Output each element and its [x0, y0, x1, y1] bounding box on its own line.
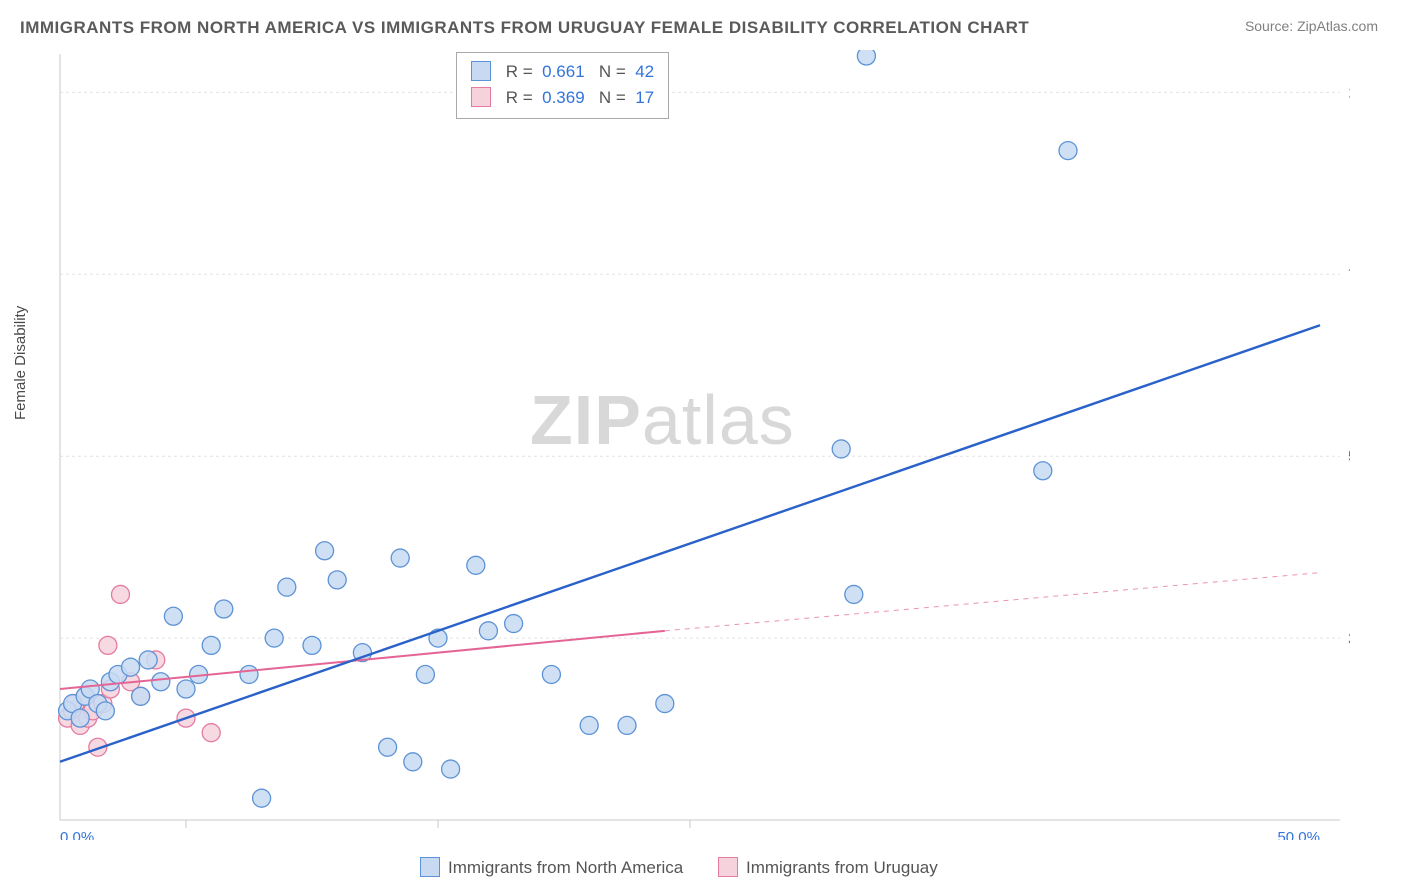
- r-value-na: 0.661: [542, 62, 585, 81]
- n-value-na: 42: [635, 62, 654, 81]
- chart-title: IMMIGRANTS FROM NORTH AMERICA VS IMMIGRA…: [20, 18, 1029, 38]
- source-value: ZipAtlas.com: [1297, 18, 1378, 34]
- source-attribution: Source: ZipAtlas.com: [1245, 18, 1378, 34]
- svg-text:100.0%: 100.0%: [1348, 84, 1350, 101]
- stats-row-na: R = 0.661 N = 42: [471, 59, 654, 85]
- legend-swatch-uy: [718, 857, 738, 877]
- y-axis-label: Female Disability: [12, 306, 29, 420]
- legend-label-uy: Immigrants from Uruguay: [746, 858, 938, 877]
- legend-item-na: Immigrants from North America: [420, 858, 688, 877]
- r-value-uy: 0.369: [542, 88, 585, 107]
- legend-label-na: Immigrants from North America: [448, 858, 683, 877]
- n-value-uy: 17: [635, 88, 654, 107]
- svg-text:0.0%: 0.0%: [60, 829, 94, 840]
- chart-svg: 25.0% 50.0% 75.0% 100.0% 0.0% 50.0%: [50, 50, 1350, 840]
- svg-text:75.0%: 75.0%: [1348, 266, 1350, 283]
- chart-area: 25.0% 50.0% 75.0% 100.0% 0.0% 50.0%: [50, 50, 1350, 840]
- swatch-uy: [471, 87, 491, 107]
- legend-item-uy: Immigrants from Uruguay: [718, 858, 938, 877]
- legend-swatch-na: [420, 857, 440, 877]
- svg-text:50.0%: 50.0%: [1348, 448, 1350, 465]
- correlation-stats-box: R = 0.661 N = 42 R = 0.369 N = 17: [456, 52, 669, 119]
- svg-text:25.0%: 25.0%: [1348, 630, 1350, 647]
- svg-text:50.0%: 50.0%: [1277, 829, 1320, 840]
- stats-row-uy: R = 0.369 N = 17: [471, 85, 654, 111]
- source-label: Source:: [1245, 18, 1297, 34]
- legend: Immigrants from North America Immigrants…: [420, 857, 968, 878]
- swatch-na: [471, 61, 491, 81]
